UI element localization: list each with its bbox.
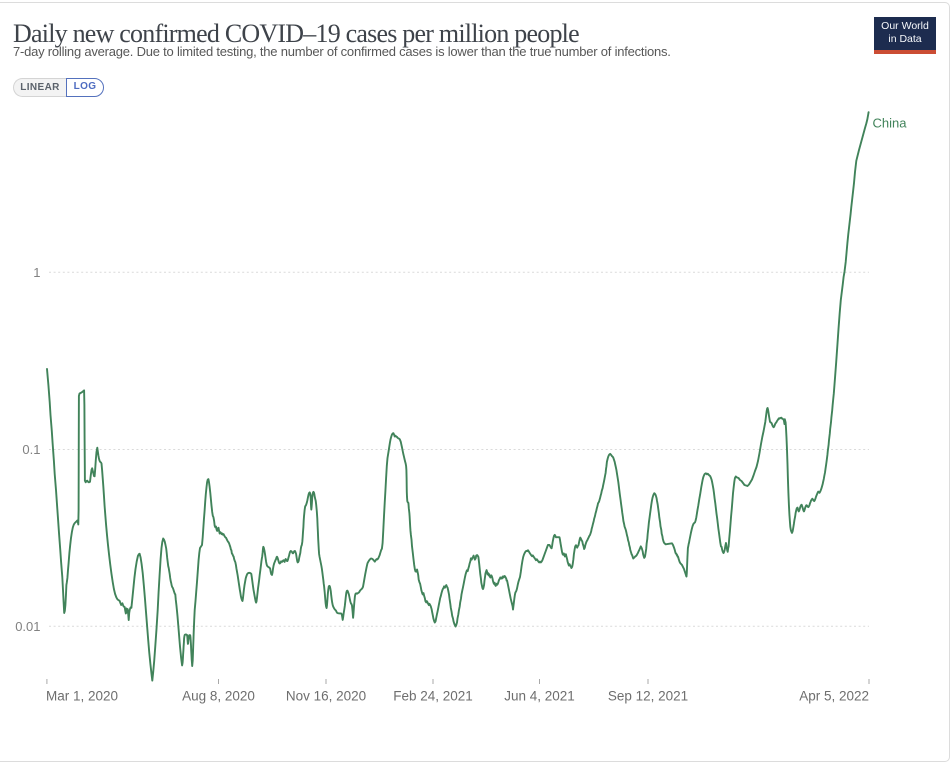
svg-text:Mar 1, 2020: Mar 1, 2020 [46, 689, 118, 704]
svg-text:1: 1 [33, 265, 40, 280]
svg-text:0.01: 0.01 [15, 619, 40, 634]
svg-text:China: China [873, 116, 908, 131]
svg-text:Nov 16, 2020: Nov 16, 2020 [286, 689, 366, 704]
svg-text:Feb 24, 2021: Feb 24, 2021 [393, 689, 473, 704]
svg-text:Apr 5, 2022: Apr 5, 2022 [799, 689, 869, 704]
svg-text:0.1: 0.1 [22, 442, 40, 457]
svg-text:Aug 8, 2020: Aug 8, 2020 [182, 689, 255, 704]
svg-text:Jun 4, 2021: Jun 4, 2021 [504, 689, 575, 704]
svg-text:Sep 12, 2021: Sep 12, 2021 [608, 689, 688, 704]
